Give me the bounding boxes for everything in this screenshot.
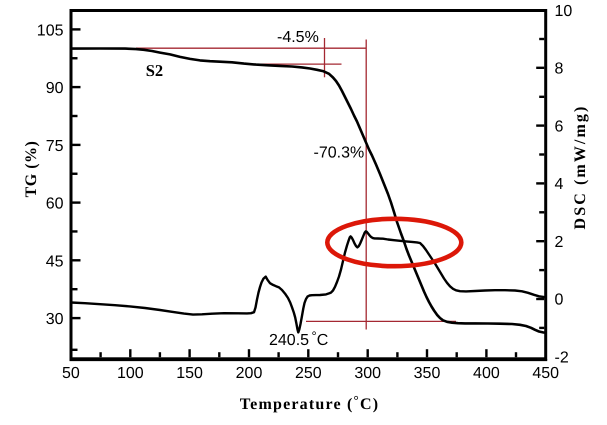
svg-text:60: 60 xyxy=(46,196,64,213)
svg-text:45: 45 xyxy=(46,253,64,270)
svg-text:-2: -2 xyxy=(555,350,569,367)
svg-text:8: 8 xyxy=(555,61,564,78)
svg-text:4: 4 xyxy=(555,176,564,193)
svg-text:200: 200 xyxy=(236,365,263,382)
svg-text:10: 10 xyxy=(555,3,573,20)
svg-text:100: 100 xyxy=(117,365,144,382)
svg-text:50: 50 xyxy=(62,365,80,382)
svg-text:450: 450 xyxy=(532,365,559,382)
svg-text:150: 150 xyxy=(176,365,203,382)
svg-text:0: 0 xyxy=(555,292,564,309)
svg-text:TG (%): TG (%) xyxy=(23,141,40,198)
svg-text:75: 75 xyxy=(46,138,64,155)
svg-text:240.5°C: 240.5 °C xyxy=(269,329,328,350)
svg-text:90: 90 xyxy=(46,80,64,97)
svg-text:DSC (mW/mg): DSC (mW/mg) xyxy=(572,105,589,230)
svg-text:-4.5%: -4.5% xyxy=(277,29,319,46)
svg-text:Temperature (°C): Temperature (°C) xyxy=(240,393,380,414)
svg-text:105: 105 xyxy=(37,22,64,39)
svg-text:2: 2 xyxy=(555,234,564,251)
svg-text:350: 350 xyxy=(414,365,441,382)
svg-text:300: 300 xyxy=(354,365,381,382)
svg-text:250: 250 xyxy=(295,365,322,382)
svg-text:S2: S2 xyxy=(146,61,163,80)
svg-text:-70.3%: -70.3% xyxy=(314,145,365,162)
svg-text:400: 400 xyxy=(473,365,500,382)
svg-text:6: 6 xyxy=(555,118,564,135)
svg-text:30: 30 xyxy=(46,311,64,328)
